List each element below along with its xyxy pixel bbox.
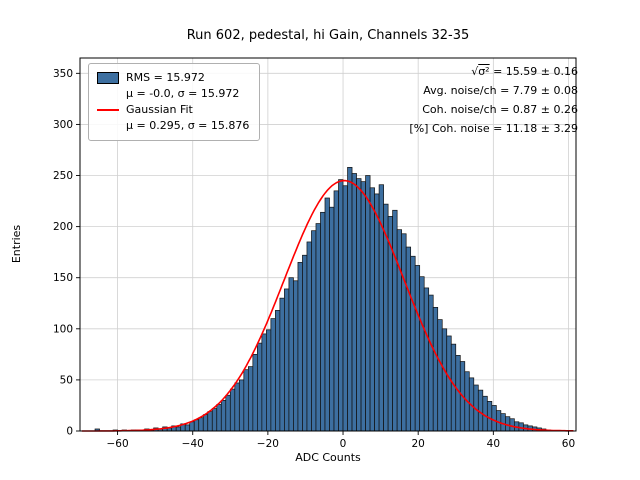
x-tick-label: 40	[487, 438, 500, 450]
chart-title: Run 602, pedestal, hi Gain, Channels 32-…	[186, 28, 470, 43]
x-tick-label: 60	[562, 438, 575, 450]
annotation-pct-coh-noise: [%] Coh. noise = 11.18 ± 3.29	[409, 122, 578, 135]
annotation-avg-noise: Avg. noise/ch = 7.79 ± 0.08	[423, 84, 578, 97]
x-tick-label: −20	[257, 438, 279, 450]
tick-labels: −60 −40 −20 0 20 40 60 0 50 100 150 200 250 300 350	[53, 68, 575, 450]
fit-line-icon	[97, 109, 119, 111]
grid-lines	[80, 58, 576, 432]
histogram-swatch	[97, 72, 119, 84]
annotation-coh-noise: Coh. noise/ch = 0.87 ± 0.26	[422, 103, 578, 116]
y-tick-label: 150	[53, 272, 73, 284]
legend-entry-fit-params: μ = 0.295, σ = 15.876	[126, 119, 250, 132]
legend: RMS = 15.972 μ = -0.0, σ = 15.972 Gaussi…	[88, 63, 261, 141]
y-tick-label: 300	[53, 119, 73, 131]
y-tick-label: 0	[66, 426, 73, 438]
histogram-patch-icon	[97, 72, 119, 84]
y-tick-label: 350	[53, 68, 73, 80]
y-tick-label: 200	[53, 221, 73, 233]
y-tick-label: 100	[53, 323, 73, 335]
legend-entry-histogram-params: μ = -0.0, σ = 15.972	[126, 87, 240, 100]
y-tick-label: 250	[53, 170, 73, 182]
stats-annotations: √σ² = 15.59 ± 0.16 Avg. noise/ch = 7.79 …	[409, 62, 578, 138]
y-tick-label: 50	[60, 374, 73, 386]
tick-marks	[76, 72, 569, 435]
x-axis-label: ADC Counts	[295, 451, 361, 464]
annotation-sqrt-sigma: √σ² = 15.59 ± 0.16	[471, 65, 578, 78]
axes-frame	[79, 57, 577, 432]
legend-label: RMS = 15.972	[126, 71, 205, 84]
legend-entry-fit: Gaussian Fit	[97, 102, 249, 118]
x-tick-label: 0	[340, 438, 347, 450]
x-tick-label: −40	[182, 438, 204, 450]
legend-entry-histogram: RMS = 15.972	[97, 70, 249, 86]
x-tick-label: 20	[411, 438, 424, 450]
y-axis-label: Entries	[10, 224, 23, 264]
legend-label: Gaussian Fit	[126, 103, 193, 116]
fit-line-swatch	[97, 109, 119, 111]
x-tick-label: −60	[106, 438, 128, 450]
gaussian-fit-line	[81, 179, 574, 432]
histogram-bars	[94, 167, 551, 432]
